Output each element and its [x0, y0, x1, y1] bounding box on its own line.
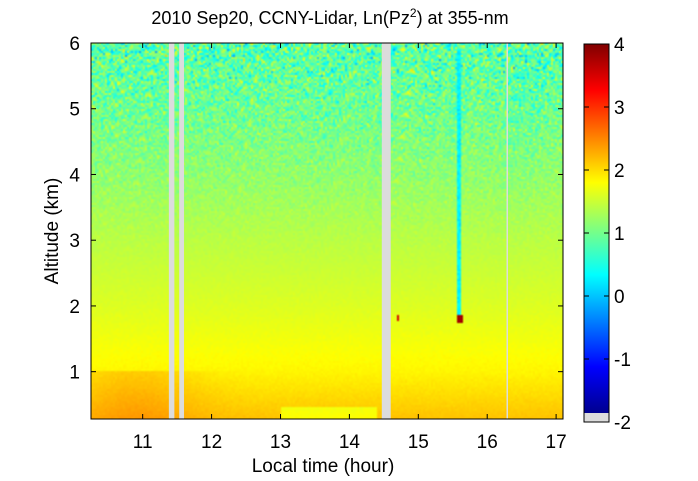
x-tick-label: 13 [270, 432, 291, 453]
x-tick-label: 17 [546, 432, 567, 453]
colorbar-tick-label: -2 [614, 413, 631, 434]
colorbar: -2 -1 0 1 2 3 4 [583, 35, 631, 434]
plot-frame [90, 42, 564, 420]
colorbar-tick-label: -1 [614, 350, 631, 371]
data-gap [179, 43, 185, 419]
colorbar-tick-label: 4 [614, 35, 625, 56]
data-gap [506, 43, 508, 419]
colorbar-ticks: -2 -1 0 1 2 3 4 [584, 35, 631, 434]
colorbar-tick-label: 3 [614, 98, 625, 119]
colorbar-tick-label: 0 [614, 287, 625, 308]
y-tick-label: 6 [69, 34, 80, 55]
chart-title: 2010 Sep20, CCNY-Lidar, Ln(Pz2) at 355-n… [151, 6, 508, 28]
colorbar-gradient [584, 44, 609, 413]
x-tick-label: 15 [408, 432, 429, 453]
x-axis-label: Local time (hour) [252, 456, 395, 477]
x-tick-label: 12 [201, 432, 222, 453]
y-tick-label: 1 [69, 363, 80, 384]
title-prefix: 2010 Sep20, CCNY-Lidar, Ln(Pz [151, 8, 410, 28]
heatmap-image [91, 43, 563, 419]
y-tick-label: 2 [69, 297, 80, 318]
x-tick-label: 11 [133, 432, 153, 453]
data-gap [381, 43, 391, 419]
data-gaps [168, 43, 508, 419]
colorbar-tick-label: 2 [614, 161, 625, 182]
data-gap [168, 43, 175, 419]
colorbar-tick-label: 1 [614, 224, 625, 245]
x-axis-ticks: 11 12 13 14 15 16 17 [133, 43, 567, 453]
y-tick-label: 4 [69, 165, 80, 186]
y-axis-label: Altitude (km) [42, 178, 63, 285]
x-tick-label: 14 [339, 432, 361, 453]
title-suffix: ) at 355-nm [417, 8, 509, 28]
y-axis-ticks: 1 2 3 4 5 6 [69, 34, 563, 384]
y-tick-label: 5 [69, 100, 80, 121]
title-superscript: 2 [410, 6, 417, 20]
colorbar-nodata-swatch [584, 413, 609, 422]
y-tick-label: 3 [69, 231, 80, 252]
x-tick-label: 16 [477, 432, 498, 453]
